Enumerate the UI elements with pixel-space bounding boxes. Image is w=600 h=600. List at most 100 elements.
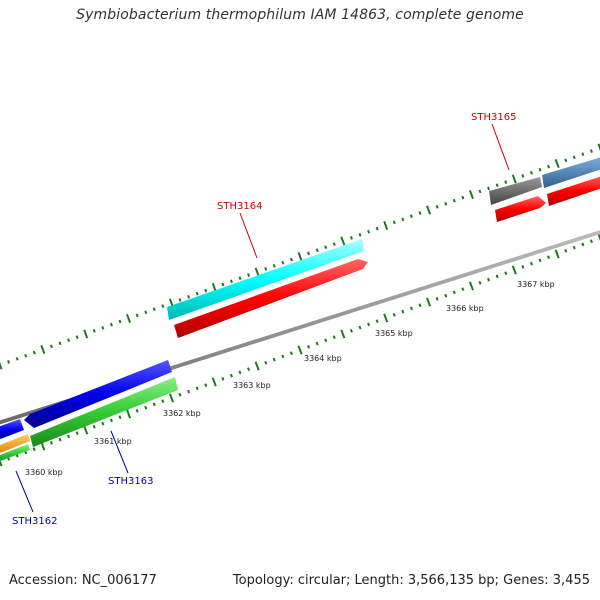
- lower-ruler-tick: [409, 306, 413, 311]
- lower-ruler-tick: [92, 424, 96, 429]
- upper-ruler-tick: [409, 214, 413, 219]
- upper-ruler-tick: [32, 350, 36, 355]
- lower-ruler-tick: [375, 319, 379, 324]
- upper-ruler-tick: [444, 201, 448, 206]
- lower-ruler-tick: [118, 415, 122, 420]
- upper-ruler-tick: [272, 263, 276, 268]
- leader-sth3163: [110, 430, 129, 474]
- upper-ruler-tick: [572, 155, 576, 160]
- leader-sth3165: [491, 123, 510, 171]
- kbp-label-3364: 3364 kbp: [304, 354, 342, 363]
- lower-ruler-tick: [444, 293, 448, 298]
- kbp-label-3365: 3365 kbp: [375, 329, 413, 338]
- lower-ruler-tick: [144, 405, 148, 410]
- gene-blue-main[interactable]: [24, 360, 172, 428]
- upper-ruler-tick: [118, 319, 122, 324]
- lower-ruler-tick: [554, 249, 560, 259]
- upper-ruler-tick: [452, 198, 456, 203]
- gene-green-left[interactable]: [0, 444, 30, 463]
- upper-ruler-tick: [152, 307, 156, 312]
- lower-ruler-tick: [247, 367, 251, 372]
- lower-ruler-tick: [272, 357, 276, 362]
- upper-ruler-tick: [418, 211, 422, 215]
- lower-ruler-tick: [211, 377, 217, 387]
- kbp-label-3367: 3367 kbp: [517, 280, 555, 289]
- lower-ruler-tick: [504, 271, 508, 276]
- upper-ruler-tick: [547, 164, 551, 169]
- lower-ruler-tick: [358, 325, 362, 330]
- lower-ruler-tick: [178, 392, 182, 397]
- lower-ruler-tick: [152, 402, 156, 407]
- upper-ruler-tick: [358, 232, 362, 237]
- upper-ruler-tick: [324, 245, 328, 250]
- kbp-label-3366: 3366 kbp: [446, 304, 484, 313]
- upper-ruler-tick: [289, 257, 293, 262]
- upper-ruler-tick: [554, 158, 560, 169]
- upper-ruler-tick: [487, 186, 491, 191]
- gene-green-main[interactable]: [30, 377, 178, 447]
- label-sth3162: STH3162: [12, 516, 57, 527]
- upper-ruler-tick: [581, 152, 585, 157]
- upper-ruler-tick: [478, 189, 482, 194]
- lower-ruler-tick: [307, 344, 311, 349]
- upper-ruler-tick: [135, 313, 139, 318]
- gene-orange-left[interactable]: [0, 434, 30, 455]
- gene-sth3165-red[interactable]: [495, 196, 546, 222]
- upper-ruler-tick: [529, 170, 533, 175]
- upper-ruler-tick: [564, 158, 568, 163]
- upper-ruler-tick: [40, 344, 46, 355]
- gene-sth3165-gray[interactable]: [489, 177, 542, 205]
- gene-sth3164-red[interactable]: [174, 259, 368, 338]
- upper-ruler-tick: [597, 143, 600, 151]
- lower-ruler-tick: [126, 409, 132, 419]
- leader-sth3164: [239, 212, 258, 259]
- lower-ruler-tick: [426, 297, 432, 307]
- lower-ruler-tick: [435, 296, 439, 301]
- upper-ruler-tick: [315, 248, 319, 253]
- upper-ruler-tick: [392, 220, 396, 225]
- lower-ruler-tick: [511, 265, 517, 275]
- upper-ruler-tick: [126, 313, 132, 324]
- upper-ruler-tick: [195, 291, 199, 296]
- gene-red-right[interactable]: [547, 175, 600, 206]
- upper-ruler-tick: [511, 174, 517, 184]
- upper-ruler-tick: [340, 236, 346, 246]
- upper-ruler-tick: [0, 362, 3, 370]
- lower-ruler-tick: [168, 393, 174, 403]
- lower-ruler-tick: [315, 341, 319, 346]
- upper-ruler-tick: [92, 329, 96, 333]
- lower-ruler-tick: [418, 303, 422, 308]
- gene-steelblue[interactable]: [542, 156, 600, 188]
- upper-ruler-tick: [307, 251, 311, 256]
- lower-ruler-tick: [135, 408, 139, 413]
- lower-ruler-tick: [229, 373, 233, 378]
- lower-ruler-tick: [204, 383, 208, 388]
- upper-ruler-tick: [101, 325, 105, 330]
- upper-ruler-tick: [67, 338, 71, 343]
- lower-ruler-tick: [297, 345, 303, 355]
- upper-ruler-tick: [109, 322, 113, 327]
- upper-ruler-tick: [229, 279, 233, 284]
- upper-ruler-tick: [144, 310, 148, 315]
- lower-ruler-tick: [238, 370, 242, 375]
- upper-ruler-tick: [375, 226, 379, 231]
- lower-ruler-tick: [109, 418, 113, 423]
- map-title: Symbiobacterium thermophilum IAM 14863, …: [76, 7, 524, 23]
- lower-ruler-tick: [281, 354, 285, 359]
- lower-ruler-tick: [75, 431, 79, 436]
- lower-ruler-tick: [195, 386, 199, 391]
- upper-ruler-track: [0, 143, 600, 370]
- genome-summary-text: Topology: circular; Length: 3,566,135 bp…: [232, 573, 590, 588]
- kbp-label-3362: 3362 kbp: [163, 409, 201, 418]
- lower-ruler-tick: [161, 399, 165, 404]
- gene-blue-left-small[interactable]: [0, 419, 24, 441]
- upper-ruler-tick: [495, 183, 499, 188]
- lower-ruler-tick: [0, 459, 3, 467]
- upper-ruler-tick: [426, 205, 432, 215]
- lower-ruler-tick: [461, 287, 465, 292]
- lower-ruler-tick: [101, 421, 105, 426]
- upper-ruler-tick: [367, 229, 371, 234]
- gene-sth3164-cyan[interactable]: [167, 239, 364, 320]
- kbp-label-3361: 3361 kbp: [94, 437, 132, 446]
- lower-ruler-tick: [597, 233, 600, 241]
